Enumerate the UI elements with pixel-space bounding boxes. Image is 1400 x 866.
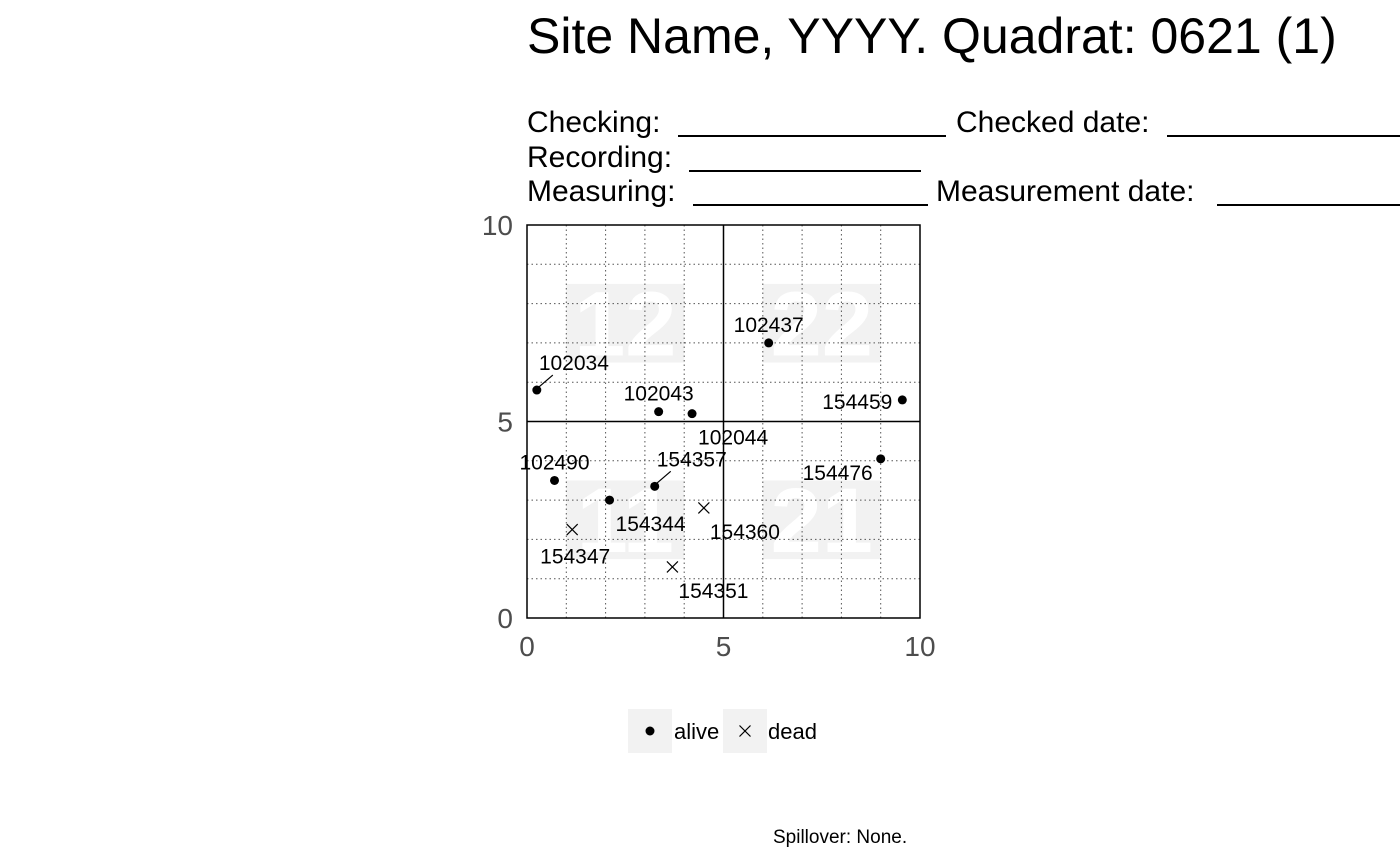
dead-point-marker bbox=[666, 560, 679, 573]
checked-date-blank bbox=[1167, 135, 1400, 137]
subquadrat-box bbox=[762, 283, 881, 363]
subquadrat-label: 22 bbox=[771, 273, 873, 375]
x-tick-label: 0 bbox=[519, 631, 535, 662]
subquadrat-box bbox=[762, 480, 881, 560]
legend-alive-marker bbox=[645, 726, 655, 736]
alive-point-marker bbox=[650, 481, 660, 491]
legend-dead-marker bbox=[739, 725, 751, 737]
legend-dead-label: dead bbox=[768, 719, 817, 744]
dead-marker-stroke bbox=[566, 523, 579, 536]
subquadrat-box bbox=[566, 480, 685, 560]
y-tick-label: 10 bbox=[482, 210, 513, 241]
y-tick-label: 5 bbox=[497, 407, 513, 438]
dead-marker-stroke bbox=[697, 502, 710, 514]
plot-border bbox=[526, 224, 921, 619]
alive-point-marker bbox=[687, 409, 697, 419]
tree-tag-label: 154360 bbox=[710, 521, 780, 544]
recording-blank bbox=[689, 170, 921, 172]
spillover-note: Spillover: None. bbox=[773, 827, 908, 848]
checking-label: Checking: bbox=[527, 106, 661, 139]
subquadrat-label: 12 bbox=[574, 273, 676, 375]
label-leader-line bbox=[656, 470, 672, 484]
y-tick-label: 0 bbox=[497, 603, 513, 634]
alive-point-marker bbox=[532, 385, 542, 395]
alive-point-marker bbox=[897, 395, 907, 405]
tree-tag-label: 102044 bbox=[698, 427, 768, 450]
subquadrat-label: 21 bbox=[771, 470, 873, 572]
tree-tag-label: 154357 bbox=[657, 448, 727, 471]
alive-point-marker bbox=[550, 475, 560, 485]
tree-tag-label: 102034 bbox=[539, 352, 609, 375]
measuring-label: Measuring: bbox=[527, 175, 676, 208]
tree-tag-label: 102043 bbox=[624, 383, 694, 406]
alive-point-marker bbox=[876, 454, 886, 464]
measurement-date-blank bbox=[1217, 204, 1400, 206]
checked-date-label: Checked date: bbox=[956, 106, 1150, 139]
x-tick-label: 10 bbox=[904, 631, 935, 662]
tree-tag-label: 154476 bbox=[803, 462, 873, 485]
tree-tag-label: 154347 bbox=[540, 546, 610, 569]
recording-label: Recording: bbox=[527, 141, 673, 174]
dead-marker-stroke bbox=[666, 560, 679, 573]
legend-alive-label: alive bbox=[674, 719, 719, 744]
x-tick-label: 5 bbox=[716, 631, 732, 662]
tree-tag-label: 154459 bbox=[822, 391, 892, 414]
dead-point-marker bbox=[697, 502, 710, 514]
tree-tag-label: 154344 bbox=[616, 513, 686, 536]
measurement-date-label: Measurement date: bbox=[936, 175, 1195, 208]
checking-blank bbox=[678, 135, 946, 137]
tree-tag-label: 102490 bbox=[519, 451, 589, 474]
alive-point-marker bbox=[605, 495, 615, 505]
dead-point-marker bbox=[566, 523, 579, 536]
subquadrat-box bbox=[566, 283, 685, 363]
alive-point-marker bbox=[654, 407, 664, 417]
measuring-blank bbox=[693, 204, 928, 206]
tree-tag-label: 102437 bbox=[734, 314, 804, 337]
legend: alive dead bbox=[628, 709, 817, 753]
page-title: Site Name, YYYY. Quadrat: 0621 (1) bbox=[527, 8, 1337, 64]
label-leader-line bbox=[538, 374, 554, 388]
alive-point-marker bbox=[764, 338, 774, 348]
tree-tag-label: 154351 bbox=[678, 580, 748, 603]
